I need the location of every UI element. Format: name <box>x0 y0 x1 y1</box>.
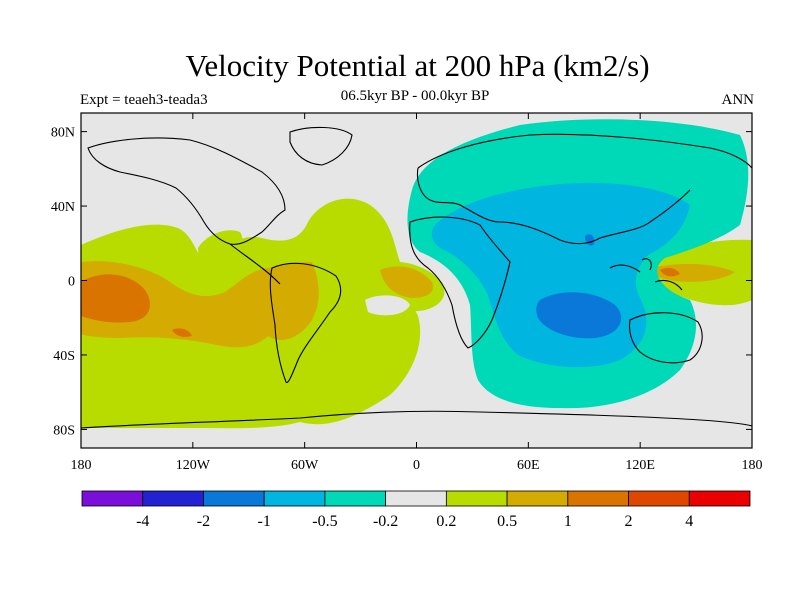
colorbar-label: -0.2 <box>373 513 398 530</box>
colorbar-swatch <box>263 490 326 507</box>
experiment-label: Expt = teaeh3-teada3 <box>80 92 208 108</box>
colorbar: -4 -2 -1 -0.5 -0.2 0.2 0.5 1 2 4 <box>81 490 751 530</box>
coastlines <box>81 126 752 429</box>
colorbar-swatch <box>385 490 447 507</box>
colorbar-swatch <box>142 490 204 507</box>
colorbar-swatch <box>203 490 265 507</box>
strong-spot-south-pacific <box>172 328 192 337</box>
lon-tick-label: 180 <box>742 458 763 473</box>
coastline-south-america <box>269 262 342 384</box>
strong-spot-west-pacific <box>660 267 680 277</box>
colorbar-swatch <box>445 490 508 507</box>
colorbar-swatch <box>324 490 387 507</box>
coastline-australia <box>628 312 703 364</box>
coastline-africa <box>409 216 511 349</box>
lat-tick-label: 40S <box>53 349 75 364</box>
colorbar-swatch <box>628 490 690 507</box>
colorbar-label: 1 <box>564 513 572 530</box>
coastline-antarctica <box>81 410 752 429</box>
colorbar-label: 2 <box>625 513 633 530</box>
lat-tick-label: 80N <box>51 126 75 141</box>
lat-tick-label: 80S <box>53 423 75 438</box>
colorbar-label: 4 <box>685 513 693 530</box>
contour-fields <box>81 119 752 429</box>
moderate-region-atlantic <box>380 266 434 298</box>
coastline-eurasia <box>416 133 752 245</box>
colorbar-label: -4 <box>136 513 149 530</box>
lon-tick-label: 120W <box>176 458 211 473</box>
lon-tick-label: 180 <box>71 458 92 473</box>
latitude-ticks: 80N 40N 0 40S 80S <box>51 126 752 438</box>
moderate-region-pacific <box>81 261 319 348</box>
longitude-ticks: 180 120W 60W 0 60E 120E 180 <box>71 113 763 473</box>
lon-tick-label: 60E <box>517 458 540 473</box>
map-subtitle: 06.5kyr BP - 00.0kyr BP <box>340 88 490 104</box>
negative-core-indian-ocean <box>536 292 622 339</box>
colorbar-label: 0.2 <box>436 513 456 530</box>
lon-tick-label: 0 <box>413 458 420 473</box>
colorbar-swatch <box>81 490 144 507</box>
positive-lobe-caribbean <box>198 230 243 272</box>
negative-region-indian-ocean <box>431 182 690 368</box>
colorbar-label: -1 <box>258 513 271 530</box>
lon-tick-label: 60W <box>291 458 319 473</box>
lat-tick-label: 0 <box>68 275 75 290</box>
strong-region-central-pacific <box>81 274 150 323</box>
coastline-maritime-continent <box>609 258 683 291</box>
colorbar-label: -0.5 <box>312 513 337 530</box>
colorbar-swatch <box>567 490 629 507</box>
coastline-central-america <box>229 243 281 285</box>
colorbar-swatch <box>688 490 751 507</box>
neutral-hole-south-atlantic <box>365 295 410 316</box>
lon-tick-label: 120E <box>625 458 655 473</box>
colorbar-label: -2 <box>197 513 210 530</box>
map-title: Velocity Potential at 200 hPa (km2/s) <box>185 48 650 83</box>
coastline-north-america <box>87 137 286 245</box>
lat-tick-label: 40N <box>51 200 75 215</box>
colorbar-swatch <box>506 490 569 507</box>
colorbar-label: 0.5 <box>497 513 517 530</box>
coastline-greenland <box>289 126 353 166</box>
season-label: ANN <box>721 92 755 108</box>
